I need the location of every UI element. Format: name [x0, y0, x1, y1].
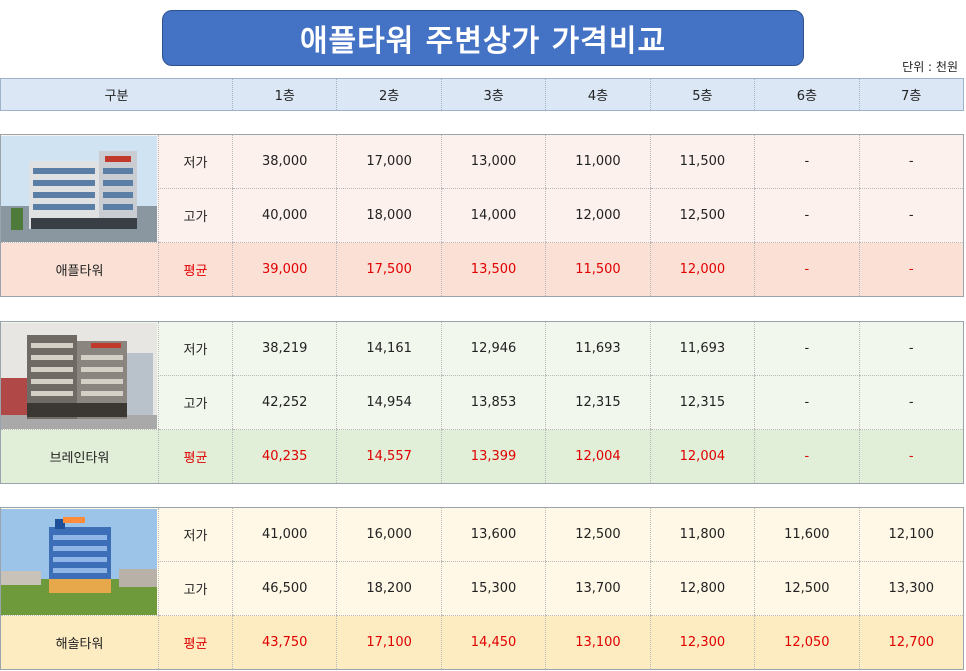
cell: 12,100	[858, 507, 964, 562]
building-photo-icon	[1, 508, 157, 615]
cell: 14,161	[336, 321, 442, 376]
building-photo	[0, 321, 159, 430]
cell: 43,750	[231, 615, 337, 670]
row-label: 고가	[158, 375, 233, 430]
cell: 13,700	[545, 561, 651, 616]
cell: 13,000	[440, 134, 546, 189]
cell: 42,252	[231, 375, 337, 430]
cell: 40,235	[231, 429, 337, 484]
cell: 12,500	[545, 507, 651, 562]
building-name: 애플타워	[0, 242, 159, 297]
building-photo-icon	[1, 135, 157, 242]
row-label: 고가	[158, 561, 233, 616]
row-label: 고가	[158, 188, 233, 243]
row-label: 평균	[158, 242, 233, 297]
cell: 12,700	[858, 615, 964, 670]
cell: 13,300	[858, 561, 964, 616]
cell: 11,500	[545, 242, 651, 297]
cell: -	[858, 321, 964, 376]
cell: 11,000	[545, 134, 651, 189]
row-label: 평균	[158, 615, 233, 670]
cell: 12,004	[649, 429, 755, 484]
building-name: 해솔타워	[0, 615, 159, 670]
cell: 11,600	[754, 507, 860, 562]
building-photo	[0, 507, 159, 616]
cell: 17,000	[336, 134, 442, 189]
unit-note: 단위 : 천원	[902, 60, 958, 74]
cell: -	[858, 375, 964, 430]
cell: 12,000	[545, 188, 651, 243]
header-floor-1: 1층	[231, 78, 338, 111]
cell: -	[754, 134, 860, 189]
cell: 38,000	[231, 134, 337, 189]
cell: 18,000	[336, 188, 442, 243]
building-photo-icon	[1, 322, 157, 429]
cell: 41,000	[231, 507, 337, 562]
cell: 17,500	[336, 242, 442, 297]
cell: 39,000	[231, 242, 337, 297]
header-floor-3: 3층	[440, 78, 547, 111]
cell: 12,000	[649, 242, 755, 297]
cell: 18,200	[336, 561, 442, 616]
header-floor-6: 6층	[754, 78, 860, 111]
cell: 12,315	[649, 375, 755, 430]
cell: 12,500	[754, 561, 860, 616]
cell: 14,557	[336, 429, 442, 484]
cell: 12,315	[545, 375, 651, 430]
cell: 11,693	[545, 321, 651, 376]
cell: 12,946	[440, 321, 546, 376]
cell: -	[754, 242, 860, 297]
cell: -	[858, 242, 964, 297]
cell: 11,500	[649, 134, 755, 189]
cell: -	[858, 188, 964, 243]
cell: 12,004	[545, 429, 651, 484]
cell: -	[754, 429, 860, 484]
cell: 14,450	[440, 615, 546, 670]
cell: 40,000	[231, 188, 337, 243]
row-label: 저가	[158, 321, 233, 376]
header-floor-7: 7층	[858, 78, 965, 111]
cell: 13,853	[440, 375, 546, 430]
cell: 11,800	[649, 507, 755, 562]
building-name: 브레인타워	[0, 429, 159, 484]
row-label: 평균	[158, 429, 233, 484]
cell: 12,500	[649, 188, 755, 243]
cell: 13,500	[440, 242, 546, 297]
cell: 12,300	[649, 615, 755, 670]
cell: 13,399	[440, 429, 546, 484]
header-row: 구분 1층 2층 3층 4층 5층 6층 7층	[0, 78, 965, 111]
cell: 13,600	[440, 507, 546, 562]
cell: -	[858, 134, 964, 189]
cell: 14,000	[440, 188, 546, 243]
page-title: 애플타워 주변상가 가격비교	[162, 10, 804, 66]
cell: -	[754, 321, 860, 376]
cell: 11,693	[649, 321, 755, 376]
cell: 46,500	[231, 561, 337, 616]
cell: -	[754, 188, 860, 243]
header-floor-2: 2층	[336, 78, 442, 111]
cell: 38,219	[231, 321, 337, 376]
cell: -	[858, 429, 964, 484]
group-haesol-tower: 저가 41,000 16,000 13,600 12,500 11,800 11…	[0, 507, 964, 670]
header-floor-4: 4층	[545, 78, 651, 111]
header-floor-5: 5층	[649, 78, 756, 111]
cell: -	[754, 375, 860, 430]
row-label: 저가	[158, 507, 233, 562]
cell: 13,100	[545, 615, 651, 670]
cell: 17,100	[336, 615, 442, 670]
building-photo	[0, 134, 159, 243]
cell: 12,050	[754, 615, 860, 670]
cell: 16,000	[336, 507, 442, 562]
group-brain-tower: 저가 38,219 14,161 12,946 11,693 11,693 - …	[0, 321, 964, 484]
header-category: 구분	[0, 78, 233, 111]
cell: 12,800	[649, 561, 755, 616]
group-apple-tower: 저가 38,000 17,000 13,000 11,000 11,500 - …	[0, 134, 964, 297]
cell: 14,954	[336, 375, 442, 430]
cell: 15,300	[440, 561, 546, 616]
row-label: 저가	[158, 134, 233, 189]
